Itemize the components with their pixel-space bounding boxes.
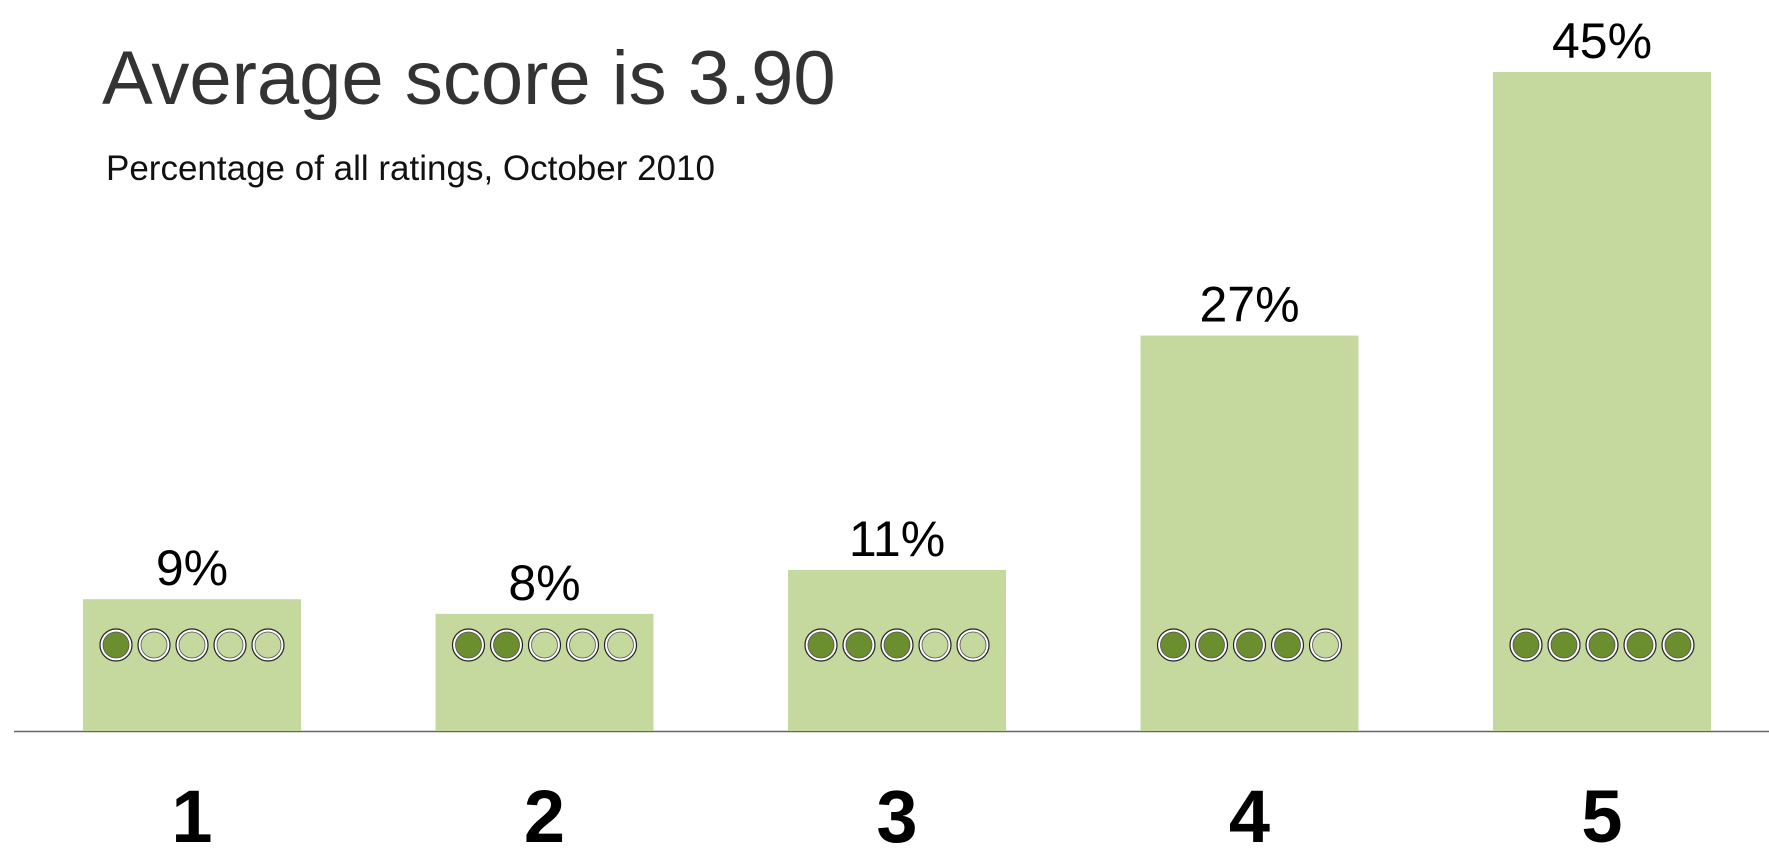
rating-dot	[1512, 631, 1540, 659]
bar	[1140, 335, 1359, 731]
rating-dot	[921, 631, 949, 659]
rating-dot	[1312, 631, 1339, 659]
x-tick-label: 5	[1581, 775, 1622, 849]
rating-dot	[807, 631, 835, 659]
rating-dot	[1664, 631, 1692, 659]
value-label: 11%	[849, 511, 945, 567]
rating-dot	[1236, 631, 1263, 659]
bar	[1493, 72, 1711, 731]
rating-dot	[140, 631, 168, 659]
rating-dot	[845, 631, 873, 659]
value-label: 8%	[508, 555, 580, 611]
rating-dot	[493, 631, 520, 659]
rating-dot	[216, 631, 244, 659]
chart-title: Average score is 3.90	[102, 36, 836, 121]
rating-dot	[254, 631, 282, 659]
rating-dot	[883, 631, 911, 659]
x-tick-label: 1	[171, 775, 212, 849]
rating-dot	[455, 631, 482, 659]
value-label: 45%	[1552, 13, 1652, 69]
value-label: 27%	[1199, 277, 1299, 333]
chart-subtitle: Percentage of all ratings, October 2010	[106, 149, 715, 188]
rating-dot	[1160, 631, 1187, 659]
rating-dot	[607, 631, 634, 659]
rating-dot	[1274, 631, 1301, 659]
rating-dot	[102, 631, 130, 659]
x-tick-label: 4	[1229, 775, 1270, 849]
bar	[83, 599, 301, 731]
rating-dot	[1550, 631, 1578, 659]
rating-dot	[1626, 631, 1654, 659]
rating-dot	[1198, 631, 1225, 659]
x-tick-label: 2	[524, 775, 565, 849]
value-label: 9%	[156, 540, 228, 596]
rating-dot	[569, 631, 596, 659]
rating-dot	[1588, 631, 1616, 659]
rating-dot	[178, 631, 206, 659]
x-tick-label: 3	[876, 775, 917, 849]
rating-dot	[959, 631, 987, 659]
rating-dot	[531, 631, 558, 659]
